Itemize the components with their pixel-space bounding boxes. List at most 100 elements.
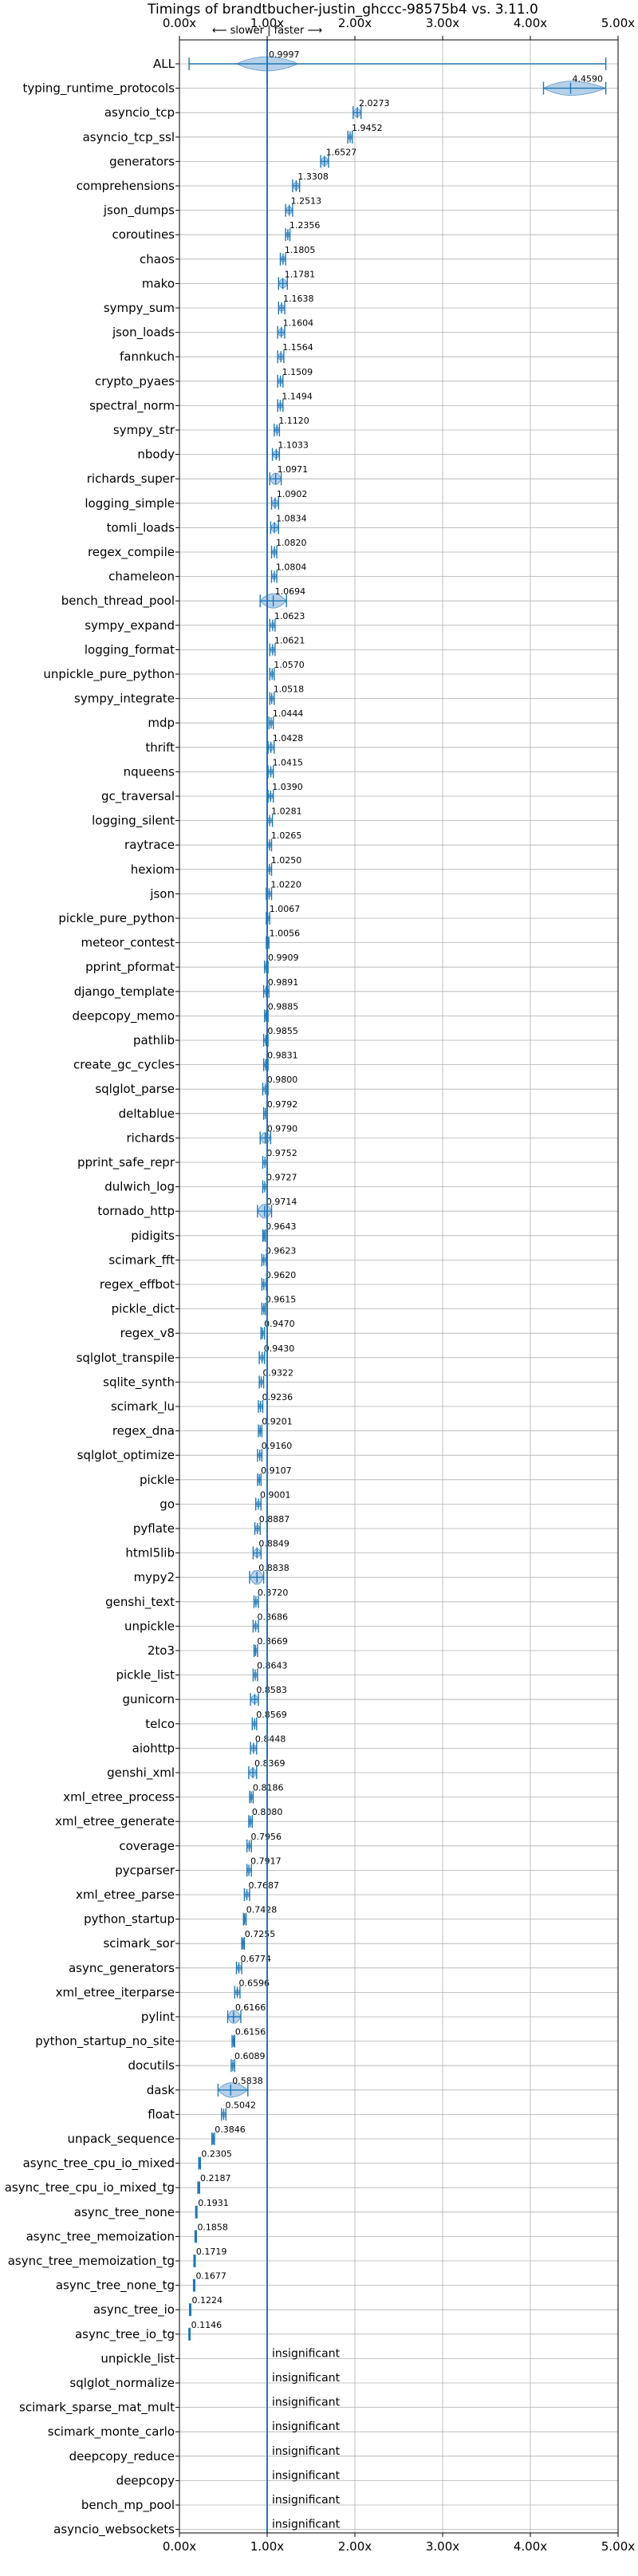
violin-typing_runtime_protocols xyxy=(542,81,607,97)
category-label: async_tree_none_tg xyxy=(56,2278,175,2294)
violin-logging_simple xyxy=(270,496,279,510)
violin-sympy_integrate xyxy=(269,692,275,705)
violin-scimark_lu xyxy=(258,1400,264,1413)
violin-chaos xyxy=(279,252,286,266)
category-label: xml_etree_process xyxy=(63,1790,175,1805)
insignificant-label: insignificant xyxy=(272,2372,341,2385)
violin-unpack_sequence xyxy=(211,2132,215,2145)
violin-regex_compile xyxy=(270,546,278,558)
value-label: 1.0428 xyxy=(273,733,304,744)
value-label: 1.1781 xyxy=(285,269,316,279)
category-label: unpack_sequence xyxy=(68,2132,175,2147)
violin-aiohttp xyxy=(250,1742,258,1755)
value-label: 0.1858 xyxy=(197,2222,227,2232)
violin-tornado_http xyxy=(257,1203,273,1219)
category-label: deepcopy xyxy=(116,2473,175,2487)
violin-async_tree_none xyxy=(195,2205,198,2219)
violin-unpickle xyxy=(252,1619,259,1633)
violin-asyncio_tcp xyxy=(352,106,362,120)
value-label: 1.1509 xyxy=(282,367,313,377)
insignificant-label: insignificant xyxy=(272,2494,341,2507)
violin-crypto_pyaes xyxy=(277,374,284,388)
value-label: 0.9891 xyxy=(268,977,299,988)
violin-json_loads xyxy=(277,325,286,339)
tick-label-bottom: 0.00x xyxy=(163,2539,196,2554)
violin-asyncio_tcp_ssl xyxy=(347,130,353,144)
value-label: 2.0273 xyxy=(359,98,390,108)
violin-xml_etree_process xyxy=(249,1790,254,1804)
violin-pickle xyxy=(257,1473,262,1486)
category-label: raytrace xyxy=(124,838,175,852)
value-label: 0.7917 xyxy=(250,1856,282,1866)
value-label: 0.8569 xyxy=(256,1710,287,1720)
category-label: richards xyxy=(126,1130,175,1145)
category-label: sympy_str xyxy=(113,423,175,438)
violin-float xyxy=(221,2108,226,2121)
value-label: 1.0220 xyxy=(270,879,301,890)
value-label: 0.9430 xyxy=(264,1343,295,1354)
insignificant-label: insignificant xyxy=(272,2445,341,2458)
category-label: async_generators xyxy=(69,1961,175,1976)
violin-genshi_xml xyxy=(248,1766,258,1779)
value-label: 1.1033 xyxy=(278,440,309,451)
value-label: 1.0834 xyxy=(276,513,307,523)
category-label: json_loads xyxy=(112,325,175,341)
category-label: json xyxy=(149,886,175,901)
violin-genshi_text xyxy=(253,1595,259,1608)
value-label: 0.8369 xyxy=(254,1758,286,1769)
category-label: asyncio_tcp xyxy=(104,105,175,120)
category-label: pickle xyxy=(140,1473,175,1487)
violin-chameleon xyxy=(270,570,278,583)
violin-generators xyxy=(320,155,329,168)
category-label: html5lib xyxy=(125,1546,175,1560)
category-label: thrift xyxy=(145,740,175,755)
category-label: fannkuch xyxy=(120,349,175,364)
violin-regex_v8 xyxy=(260,1327,266,1340)
category-label: scimark_fft xyxy=(108,1252,175,1268)
tick-label-bottom: 5.00x xyxy=(601,2539,635,2554)
value-label: 0.6166 xyxy=(235,2002,266,2013)
category-label: logging_silent xyxy=(92,814,175,829)
value-label: 1.0444 xyxy=(273,708,304,719)
category-label: scimark_sor xyxy=(103,1936,175,1951)
value-label: 0.9885 xyxy=(268,1001,299,1012)
value-label: 0.6089 xyxy=(234,2051,266,2061)
value-label: 0.9790 xyxy=(267,1123,298,1134)
category-label: mdp xyxy=(148,716,175,730)
value-label: 1.0265 xyxy=(271,830,302,841)
value-label: 1.0570 xyxy=(274,660,305,670)
violin-ALL xyxy=(188,56,607,72)
category-label: regex_dna xyxy=(112,1424,175,1439)
category-label: comprehensions xyxy=(77,179,175,193)
value-label: 0.9623 xyxy=(266,1245,297,1256)
value-label: 0.9615 xyxy=(266,1295,297,1305)
category-label: go xyxy=(160,1497,175,1511)
violin-go xyxy=(255,1497,262,1511)
value-label: 1.1120 xyxy=(278,416,309,426)
violin-xml_etree_parse xyxy=(243,1888,250,1901)
value-label: 0.9855 xyxy=(267,1026,298,1036)
violin-nqueens xyxy=(267,765,274,779)
violin-richards xyxy=(259,1131,272,1145)
value-label: 0.9201 xyxy=(262,1417,293,1427)
value-label: 0.1719 xyxy=(196,2247,227,2257)
insignificant-label: insignificant xyxy=(272,2519,341,2531)
value-label: 1.1638 xyxy=(283,294,314,304)
category-label: hexiom xyxy=(131,862,175,877)
value-label: 0.7687 xyxy=(249,1880,280,1891)
violin-async_tree_io xyxy=(188,2303,192,2317)
violin-mypy2 xyxy=(249,1569,265,1585)
category-label: float xyxy=(148,2107,175,2121)
violin-html5lib xyxy=(252,1546,262,1560)
category-label: deepcopy_reduce xyxy=(69,2449,175,2464)
value-label: 1.9452 xyxy=(352,123,383,133)
value-label: 0.1677 xyxy=(195,2271,226,2282)
value-label: 0.5838 xyxy=(232,2076,263,2086)
violin-telco xyxy=(251,1717,258,1730)
value-label: 1.1494 xyxy=(282,391,313,401)
value-label: 0.9620 xyxy=(266,1270,297,1280)
category-label: unpickle xyxy=(124,1619,175,1633)
value-label: 0.9107 xyxy=(261,1466,292,1476)
tick-label-top: 0.00x xyxy=(163,16,196,30)
